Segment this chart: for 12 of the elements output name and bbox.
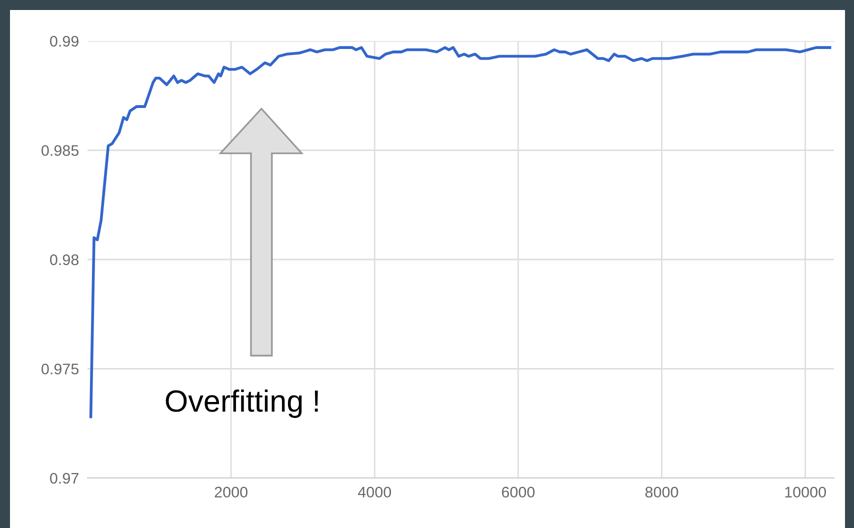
- line-series: [89, 46, 832, 418]
- x-tick-label: 6000: [502, 486, 535, 498]
- x-tick-label: 8000: [645, 486, 678, 498]
- x-tick-label: 10000: [785, 486, 826, 498]
- y-tick-label: 0.98: [50, 254, 79, 266]
- annotation: Overfitting !: [166, 389, 318, 418]
- y-tick-label: 0.99: [50, 36, 78, 47]
- y-tick-label: 0.975: [42, 364, 79, 374]
- y-tick-label: 0.985: [42, 145, 79, 156]
- y-tick-label: 0.97: [50, 472, 78, 484]
- x-tick-label: 2000: [214, 486, 248, 498]
- x-tick-label: 4000: [358, 486, 392, 498]
